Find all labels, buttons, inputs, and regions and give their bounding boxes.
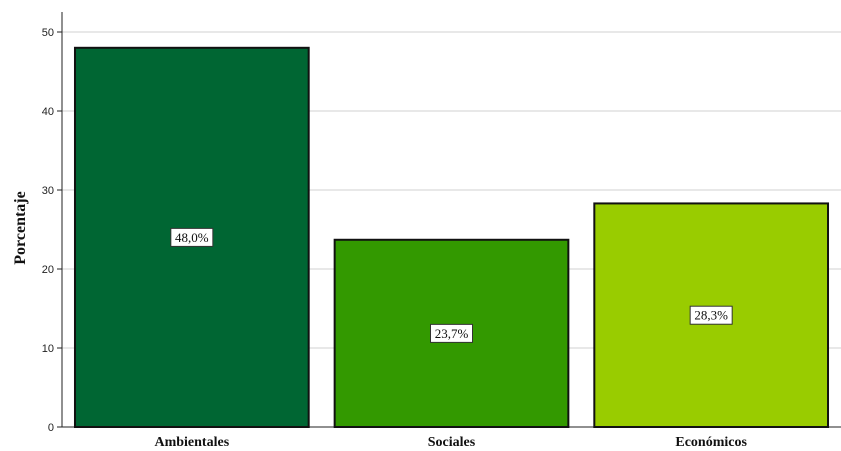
y-tick-label: 20 <box>42 264 54 276</box>
data-label-box <box>430 323 473 343</box>
y-tick-label: 40 <box>42 106 54 118</box>
data-label: 23,7% <box>435 326 469 341</box>
data-labels: 48,0% 23,7% 28,3% <box>170 227 733 343</box>
y-tick-label: 50 <box>42 27 54 39</box>
bars <box>73 46 830 429</box>
data-label-box <box>170 227 214 247</box>
y-tick-label: 30 <box>42 185 54 197</box>
x-tick-label: Sociales <box>428 435 476 450</box>
y-axis-title: Porcentaje <box>12 191 29 264</box>
y-tick-label: 10 <box>42 343 54 355</box>
x-tick-label: Ambientales <box>154 435 229 450</box>
y-tick-label: 0 <box>48 422 54 434</box>
x-tick-label: Económicos <box>675 435 747 450</box>
data-label-box <box>689 305 733 325</box>
data-label: 48,0% <box>175 230 209 245</box>
data-label: 28,3% <box>694 308 728 323</box>
